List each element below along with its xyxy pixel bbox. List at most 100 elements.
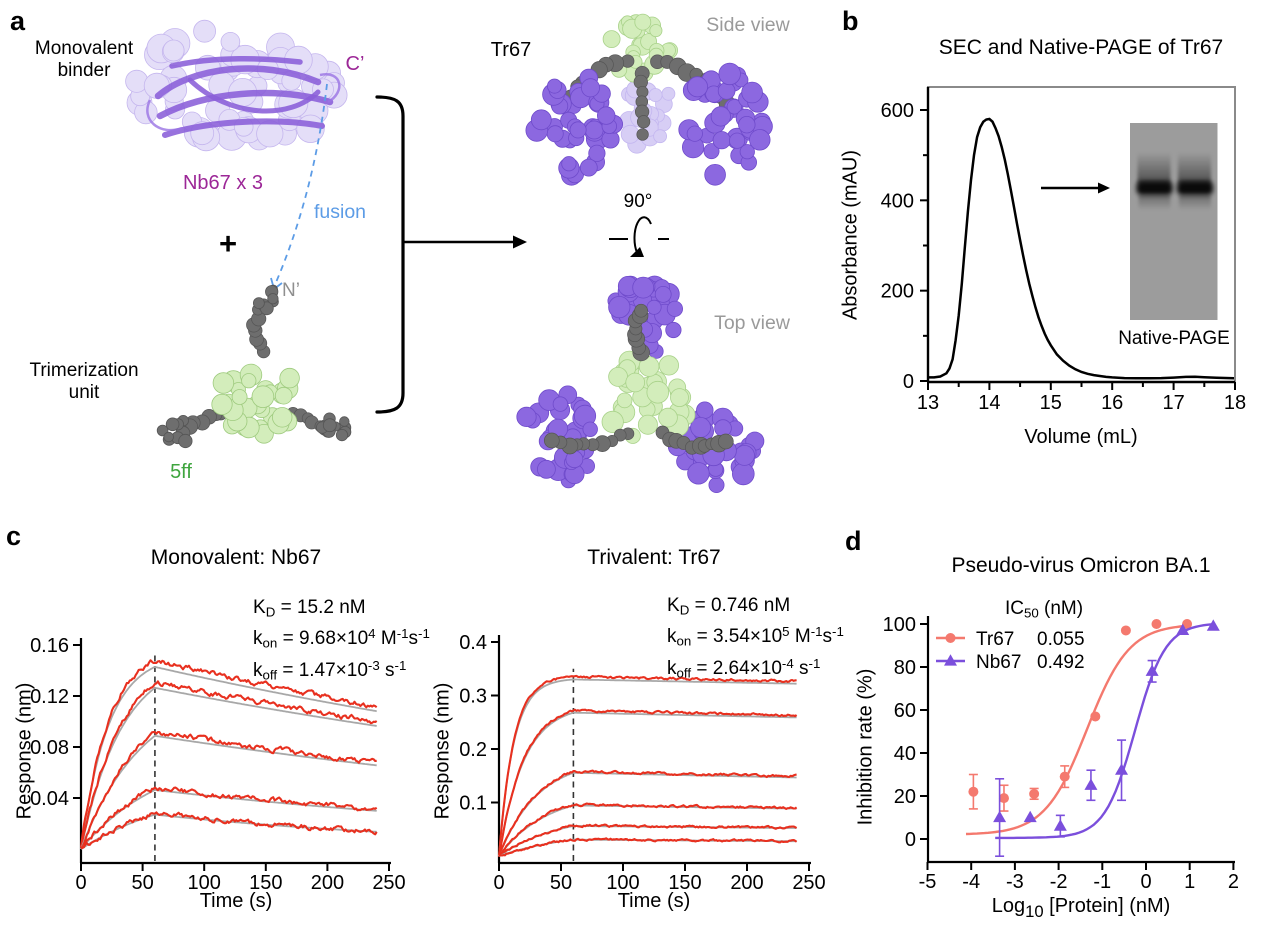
bli-left-x-axis-label: Time (s)	[199, 890, 273, 912]
data-point-triangle	[944, 654, 957, 666]
x-tick-label: 50	[550, 872, 572, 894]
native-page-label: Native-PAGE	[1118, 328, 1230, 349]
y-tick-label: 40	[894, 743, 916, 765]
linker-chain	[543, 427, 635, 455]
data-trace	[498, 823, 798, 857]
neutralization-chart: 0 20 40 60 80 100 -5 -4 -3 -2 -1 0 1 2	[883, 614, 1239, 893]
panel-c-label: c	[6, 521, 22, 551]
x-tick-label: 250	[372, 872, 405, 894]
y-tick-label: 20	[894, 786, 916, 808]
data-point-circle	[998, 793, 1009, 804]
x-tick-label: 1	[1184, 871, 1195, 893]
legend-row-nb67-value: 0.492	[1037, 652, 1085, 673]
y-tick-label: 0.2	[459, 739, 487, 761]
data-point-triangle	[993, 810, 1007, 823]
rotation-arc	[633, 216, 652, 253]
y-tick-label: 0.3	[459, 686, 487, 708]
gel-band-smear	[1137, 152, 1171, 184]
data-point-triangle	[1145, 664, 1159, 676]
series-nb67	[993, 619, 1220, 858]
gel-band-shadow	[1179, 195, 1211, 210]
sec-curve	[929, 117, 1234, 380]
trimerization-unit-label: Trimerization unit	[29, 360, 139, 403]
x-tick-label: -5	[919, 871, 937, 893]
x-tick-label: 0	[75, 872, 86, 894]
ribbon	[187, 77, 321, 114]
fit-curve	[80, 734, 377, 850]
y-tick-label: 0.08	[30, 737, 69, 759]
dose-response-curve	[965, 624, 1188, 836]
linker-chain	[633, 65, 651, 141]
x-tick-label: 200	[311, 872, 344, 894]
data-trace	[80, 730, 377, 850]
legend-row-nb67-name: Nb67	[976, 652, 1022, 673]
y-tick-label: 0.12	[30, 686, 69, 708]
bli-monovalent-title: Monovalent: Nb67	[150, 546, 322, 569]
x-tick-label: 150	[249, 872, 282, 894]
dose-response-curve	[995, 622, 1215, 840]
bli-left-y-axis-label: Response (nm)	[13, 682, 36, 820]
linker-chain	[627, 303, 650, 362]
x-tick-label: -1	[1093, 871, 1111, 893]
fit-curve	[498, 838, 797, 857]
data-trace	[80, 786, 378, 850]
bli-right-x-axis-label: Time (s)	[617, 890, 691, 912]
protein-blob	[252, 284, 279, 316]
x-tick-label: 150	[668, 872, 701, 894]
gel-band	[1136, 181, 1173, 195]
protein-blob	[156, 415, 193, 449]
y-tick-label: 400	[881, 190, 914, 212]
x-tick-label: 250	[792, 872, 825, 894]
y-tick-label: 0.16	[30, 635, 69, 657]
data-point-triangle	[1176, 623, 1190, 636]
ribbon	[154, 65, 322, 100]
ribbon	[162, 118, 325, 138]
fit-curve	[80, 813, 377, 850]
gel-arrow-head	[1098, 182, 1110, 194]
data-point-circle	[1059, 771, 1070, 782]
bli-right-y-axis-label: Response (nm)	[431, 682, 454, 820]
x-tick-label: -3	[1006, 871, 1024, 893]
fit-curve	[498, 711, 797, 857]
legend-row-tr67-value: 0.055	[1037, 629, 1085, 650]
bracket	[375, 95, 405, 414]
data-point-triangle	[1084, 778, 1098, 790]
ribbon	[169, 56, 303, 69]
y-tick-label: 0.1	[459, 793, 487, 815]
data-trace	[80, 811, 378, 850]
protein-blob	[211, 363, 300, 444]
protein-blob	[525, 68, 623, 186]
panel-a-art	[125, 13, 773, 493]
bli-trivalent-title: Trivalent: Tr67	[587, 546, 721, 569]
data-trace	[79, 680, 378, 848]
kinetics-trivalent: KD = 0.746 nM kon = 3.54×105 M-1s-1 koff…	[667, 595, 844, 680]
tr67-label: Tr67	[490, 39, 532, 61]
gel-band	[1177, 181, 1213, 195]
y-tick-label: 200	[881, 281, 914, 303]
data-trace	[497, 708, 798, 857]
x-tick-label: 200	[730, 872, 763, 894]
plus-sign: +	[218, 226, 238, 261]
ic50-legend-header: IC50 (nM)	[1004, 598, 1084, 621]
x-tick-label: 100	[188, 872, 221, 894]
data-point-circle	[1090, 711, 1101, 722]
x-tick-label: -4	[962, 871, 980, 893]
legend-row-tr67-name: Tr67	[976, 629, 1015, 650]
y-tick-label: 0	[905, 829, 916, 851]
linker-chain	[655, 425, 734, 455]
c-terminus-label: C’	[345, 53, 365, 75]
sec-chart: 0 200 400 600 13 14 15 16 17 18	[881, 86, 1246, 414]
x-tick-label: 13	[917, 392, 939, 414]
data-point-circle	[945, 633, 956, 643]
data-point-circle	[1182, 619, 1193, 629]
fit-curve	[498, 678, 797, 857]
neutralization-x-axis-label: Log10 [Protein] (nM)	[991, 895, 1171, 921]
protein-blob	[601, 350, 696, 444]
rotation-90-label: 90°	[623, 191, 653, 212]
fit-curve	[80, 665, 377, 850]
rotation-arrowhead	[630, 247, 644, 257]
x-tick-label: 16	[1101, 392, 1123, 414]
y-tick-label: 0.4	[459, 632, 487, 654]
